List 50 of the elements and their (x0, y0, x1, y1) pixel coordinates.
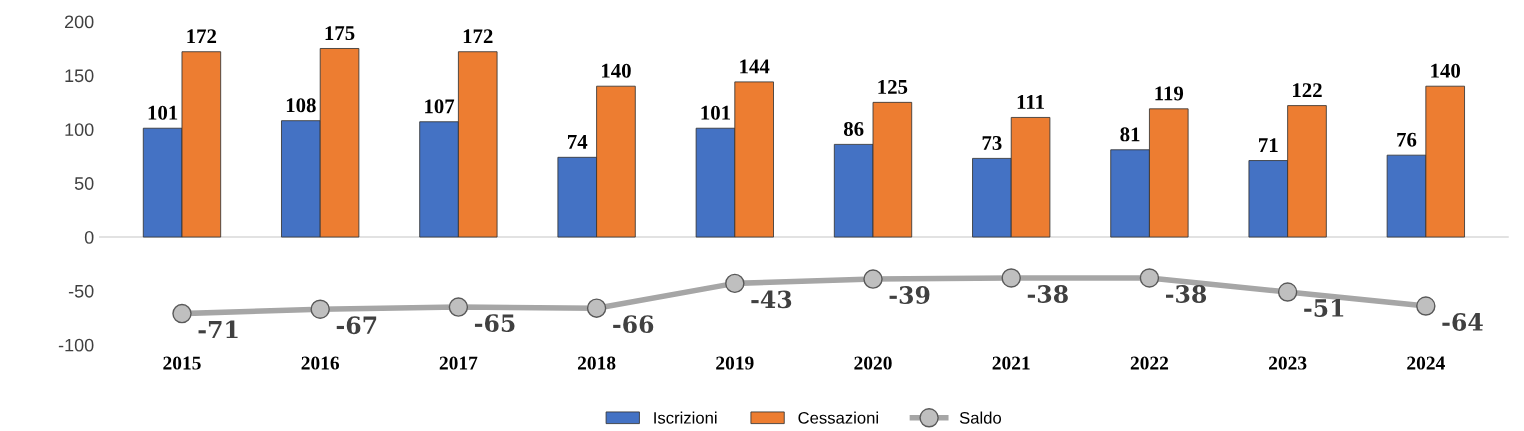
data-label: -67 (336, 316, 377, 335)
y-tick-label: -50 (68, 284, 94, 298)
x-tick-label: 2017 (439, 356, 478, 370)
data-label: 119 (1155, 86, 1184, 101)
data-label: 122 (1293, 83, 1322, 97)
y-tick-label: 0 (84, 230, 94, 244)
data-label: 140 (601, 63, 631, 78)
data-label: 144 (740, 59, 770, 74)
data-label: 81 (1120, 127, 1140, 142)
legend-label: Saldo (959, 411, 1002, 424)
data-label: 73 (982, 135, 1002, 150)
x-tick-label: 2018 (577, 356, 616, 370)
x-tick-label: 2022 (1130, 356, 1169, 370)
data-label: 86 (843, 121, 864, 136)
data-label: -38 (1027, 285, 1068, 303)
data-label: -51 (1304, 299, 1344, 317)
x-tick-label: 2021 (992, 356, 1030, 370)
y-tick-label: 200 (64, 15, 94, 29)
data-label: -38 (1165, 285, 1207, 303)
data-label: -64 (1442, 313, 1483, 331)
data-label: -66 (613, 315, 654, 334)
data-label: -65 (474, 314, 515, 332)
x-tick-label: 2020 (854, 356, 892, 370)
x-tick-label: 2016 (301, 356, 340, 370)
x-tick-label: 2024 (1407, 356, 1445, 370)
data-label: 172 (187, 29, 217, 44)
data-label: -71 (198, 320, 238, 339)
data-label: 140 (1431, 63, 1461, 78)
data-label: -43 (751, 290, 792, 309)
data-label: 125 (878, 79, 908, 94)
data-label: 101 (701, 105, 731, 120)
x-tick-label: 2015 (163, 356, 201, 370)
y-tick-label: -100 (58, 338, 94, 352)
data-label: 101 (148, 105, 178, 120)
data-label: 175 (325, 26, 355, 41)
data-label: 76 (1397, 132, 1417, 147)
x-tick-label: 2019 (716, 356, 754, 370)
data-label: -39 (889, 286, 930, 304)
data-label: 107 (425, 99, 455, 114)
data-label: 111 (1017, 95, 1044, 109)
data-label: 71 (1259, 138, 1278, 152)
y-tick-label: 100 (65, 123, 94, 137)
x-tick-label: 2023 (1269, 356, 1307, 370)
data-label: 74 (568, 135, 588, 149)
data-label: 108 (286, 98, 316, 113)
data-label: 172 (463, 29, 493, 44)
legend-label: Cessazioni (798, 411, 878, 424)
y-tick-label: 150 (65, 69, 94, 83)
y-tick-label: 50 (74, 177, 94, 190)
legend-label: Iscrizioni (654, 411, 717, 424)
